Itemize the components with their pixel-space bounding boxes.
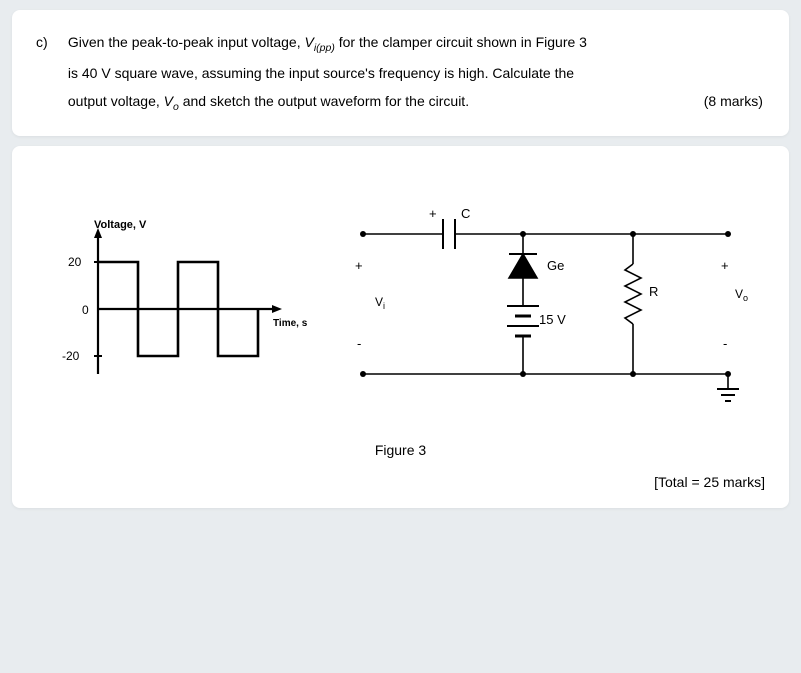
question-card: c) Given the peak-to-peak input voltage,… (12, 10, 789, 136)
node-vi-bot (360, 371, 366, 377)
node-r-top (630, 231, 636, 237)
vo-label: Vo (735, 287, 748, 303)
figure-card: Voltage, V Time, s 20 0 -20 (12, 146, 789, 508)
figure-row: Voltage, V Time, s 20 0 -20 (36, 194, 765, 414)
resistor-zigzag (625, 264, 641, 324)
question-body: Given the peak-to-peak input voltage, Vi… (68, 28, 763, 118)
node-diode-bot (520, 371, 526, 377)
q-line3a: output voltage, (68, 93, 164, 109)
vi-minus: - (357, 336, 361, 351)
sym-vipp-sub: i(pp) (314, 42, 335, 54)
x-axis-label: Time, s (273, 318, 308, 329)
x-axis-arrow (272, 305, 282, 313)
diode-triangle (509, 254, 537, 278)
y-axis-label: Voltage, V (94, 219, 147, 231)
node-vo-bot (725, 371, 731, 377)
ytick-label-0: 0 (82, 303, 89, 317)
figure-caption: Figure 3 (36, 442, 765, 458)
q-line3b: and sketch the output waveform for the c… (179, 93, 469, 109)
question-text: c) Given the peak-to-peak input voltage,… (36, 28, 765, 118)
r-label: R (649, 284, 658, 299)
diode-label: Ge (547, 258, 564, 273)
q-line1b: for the clamper circuit shown in Figure … (335, 34, 587, 50)
cap-label: C (461, 206, 470, 221)
vo-minus: - (723, 336, 727, 351)
sym-vipp-v: V (304, 34, 313, 50)
vi-label: Vi (375, 295, 385, 311)
q-line1a: Given the peak-to-peak input voltage, (68, 34, 305, 50)
total-marks: [Total = 25 marks] (36, 474, 765, 490)
node-vo-top (725, 231, 731, 237)
batt-label: 15 V (539, 312, 566, 327)
node-diode-top (520, 231, 526, 237)
waveform-chart: Voltage, V Time, s 20 0 -20 (48, 214, 308, 394)
ytick-label-20: 20 (68, 255, 82, 269)
vi-plus: + (355, 258, 363, 273)
node-r-bot (630, 371, 636, 377)
q-line2: is 40 V square wave, assuming the input … (68, 65, 574, 81)
marks: (8 marks) (704, 87, 763, 115)
sym-vo-v: V (164, 93, 173, 109)
ytick-label-m20: -20 (62, 349, 80, 363)
cap-plus: + (429, 206, 437, 221)
circuit-diagram: + C + Vi - Ge 15 V R + Vo - (333, 194, 753, 414)
vo-plus: + (721, 258, 729, 273)
question-label: c) (36, 28, 64, 56)
node-vi-top (360, 231, 366, 237)
